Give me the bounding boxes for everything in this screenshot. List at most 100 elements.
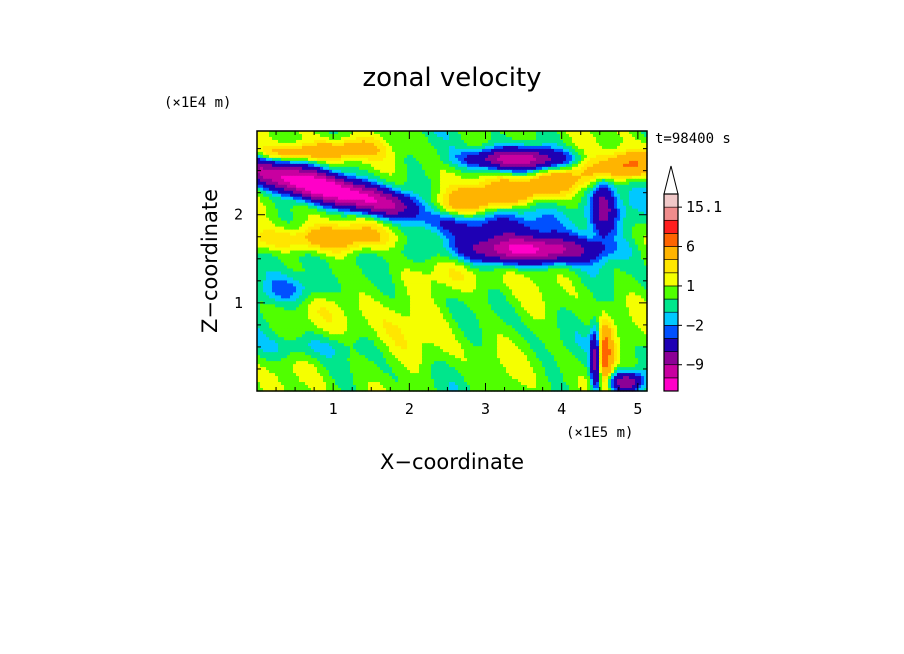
field-cell xyxy=(275,196,279,201)
field-cell xyxy=(494,145,498,150)
field-cell xyxy=(482,181,486,186)
field-cell xyxy=(407,205,411,210)
field-cell xyxy=(548,199,552,204)
field-cell xyxy=(467,175,471,180)
field-cell xyxy=(599,175,603,180)
field-cell xyxy=(323,217,327,222)
field-cell xyxy=(302,187,306,192)
field-cell xyxy=(644,166,648,171)
field-cell xyxy=(407,136,411,141)
field-cell xyxy=(302,172,306,177)
field-cell xyxy=(542,211,546,216)
field-cell xyxy=(521,172,525,177)
field-cell xyxy=(497,139,501,144)
field-cell xyxy=(356,142,360,147)
field-cell xyxy=(260,205,264,210)
field-cell xyxy=(533,145,537,150)
field-cell xyxy=(350,145,354,150)
field-cell xyxy=(503,151,507,156)
field-cell xyxy=(482,131,486,135)
field-cell xyxy=(530,145,534,150)
field-cell xyxy=(329,193,333,198)
field-cell xyxy=(365,169,369,174)
field-cell xyxy=(602,133,606,138)
field-cell xyxy=(347,163,351,168)
field-cell xyxy=(530,163,534,168)
field-cell xyxy=(311,187,315,192)
field-cell xyxy=(638,172,642,177)
field-cell xyxy=(290,187,294,192)
field-cell xyxy=(263,139,267,144)
field-cell xyxy=(437,217,441,222)
field-cell xyxy=(317,214,321,219)
field-cell xyxy=(527,169,531,174)
field-cell xyxy=(530,190,534,195)
field-cell xyxy=(320,160,324,165)
field-cell xyxy=(611,178,615,183)
field-cell xyxy=(263,131,267,135)
field-cell xyxy=(545,202,549,207)
field-cell xyxy=(485,148,489,153)
field-cell xyxy=(335,211,339,216)
field-cell xyxy=(314,148,318,153)
field-cell xyxy=(344,187,348,192)
field-cell xyxy=(413,131,417,135)
field-cell xyxy=(317,217,321,222)
field-cell xyxy=(605,190,609,195)
field-cell xyxy=(497,178,501,183)
field-cell xyxy=(284,142,288,147)
field-cell xyxy=(338,205,342,210)
field-cell xyxy=(293,196,297,201)
field-cell xyxy=(293,190,297,195)
field-cell xyxy=(395,145,399,150)
field-cell xyxy=(305,172,309,177)
field-cell xyxy=(515,178,519,183)
field-cell xyxy=(404,211,408,216)
field-cell xyxy=(641,139,645,144)
field-cell xyxy=(308,175,312,180)
field-cell xyxy=(464,166,468,171)
field-cell xyxy=(302,184,306,189)
field-cell xyxy=(257,187,261,192)
field-cell xyxy=(398,205,402,210)
field-cell xyxy=(464,214,468,219)
field-cell xyxy=(521,133,525,138)
field-cell xyxy=(527,148,531,153)
field-cell xyxy=(266,178,270,183)
field-cell xyxy=(605,181,609,186)
field-cell xyxy=(566,163,570,168)
field-cell xyxy=(575,142,579,147)
field-cell xyxy=(398,157,402,162)
field-cell xyxy=(476,172,480,177)
field-cell xyxy=(320,131,324,135)
field-cell xyxy=(488,133,492,138)
field-cell xyxy=(491,214,495,219)
field-cell xyxy=(467,196,471,201)
field-cell xyxy=(539,184,543,189)
field-cell xyxy=(548,196,552,201)
field-cell xyxy=(560,151,564,156)
field-cell xyxy=(401,199,405,204)
field-cell xyxy=(395,199,399,204)
field-cell xyxy=(386,187,390,192)
field-cell xyxy=(344,217,348,222)
field-cell xyxy=(299,145,303,150)
field-cell xyxy=(479,190,483,195)
field-cell xyxy=(260,163,264,168)
field-cell xyxy=(281,187,285,192)
field-cell xyxy=(437,172,441,177)
field-cell xyxy=(533,142,537,147)
field-cell xyxy=(539,178,543,183)
field-cell xyxy=(470,178,474,183)
field-cell xyxy=(314,199,318,204)
field-cell xyxy=(419,154,423,159)
field-cell xyxy=(569,178,573,183)
field-cell xyxy=(389,148,393,153)
field-cell xyxy=(362,181,366,186)
field-cell xyxy=(311,199,315,204)
field-cell xyxy=(305,166,309,171)
field-cell xyxy=(407,181,411,186)
field-cell xyxy=(401,211,405,216)
field-cell xyxy=(341,133,345,138)
field-cell xyxy=(629,142,633,147)
